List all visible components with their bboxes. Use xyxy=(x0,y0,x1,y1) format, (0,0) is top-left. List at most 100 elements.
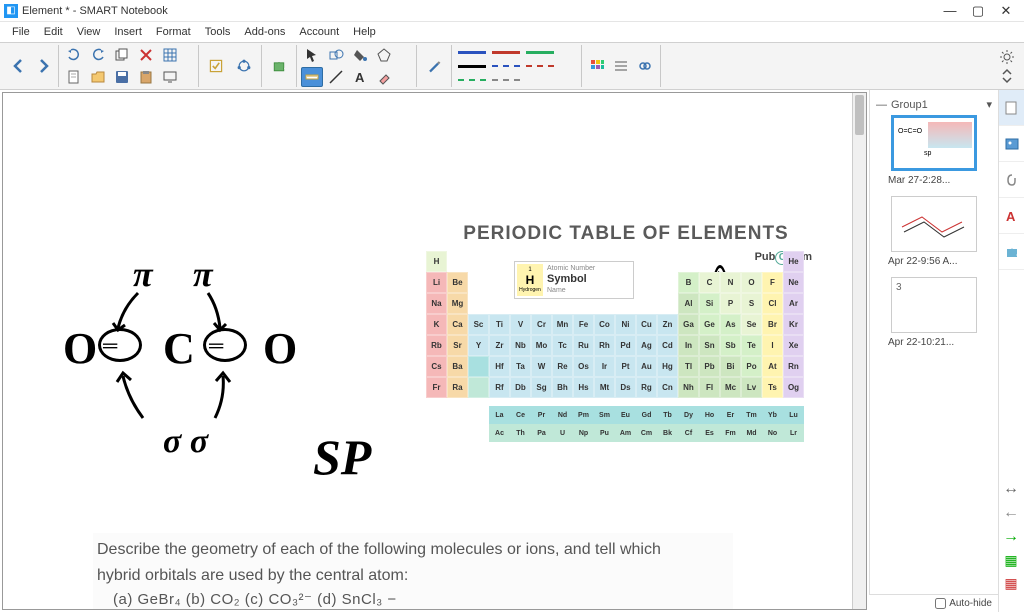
element-Pa: Pa xyxy=(531,424,552,442)
canvas[interactable]: π π O C O ═ ═ σ σ SP PERIODIC TABLE OF E… xyxy=(2,92,867,610)
prev-arrow[interactable]: ← xyxy=(1003,504,1019,522)
group-header[interactable]: —Group1▾ xyxy=(874,94,994,115)
fill-button[interactable] xyxy=(349,45,371,65)
menu-add-ons[interactable]: Add-ons xyxy=(238,24,291,40)
present-group xyxy=(199,45,262,87)
element-Md: Md xyxy=(741,424,762,442)
element-Hf: Hf xyxy=(489,356,510,377)
line-solid-2[interactable] xyxy=(526,47,554,57)
vertical-scrollbar[interactable] xyxy=(852,93,866,609)
element-Tb: Tb xyxy=(657,406,678,424)
pointer-button[interactable] xyxy=(301,45,323,65)
addons-button[interactable] xyxy=(231,53,257,79)
line-dashed-3[interactable] xyxy=(492,75,520,85)
element-Fe: Fe xyxy=(573,314,594,335)
redo-button[interactable] xyxy=(87,45,109,65)
tab-pages[interactable] xyxy=(999,90,1024,126)
shape-button[interactable] xyxy=(325,45,347,65)
element-Cm: Cm xyxy=(636,424,657,442)
group-name: Group1 xyxy=(891,99,928,111)
color-grid-button[interactable] xyxy=(586,55,608,77)
menubar: FileEditViewInsertFormatToolsAdd-onsAcco… xyxy=(0,22,1024,42)
element-Er: Er xyxy=(720,406,741,424)
line-solid-1[interactable] xyxy=(492,47,520,57)
toolbar: A xyxy=(0,42,1024,90)
question-line2: hybrid orbitals are used by the central … xyxy=(97,563,729,589)
line-button[interactable] xyxy=(325,67,347,87)
element-He: He xyxy=(783,251,804,272)
minimize-button[interactable]: — xyxy=(936,1,964,21)
expand-icon[interactable]: ↔ xyxy=(1003,480,1019,498)
tab-attach[interactable] xyxy=(999,162,1024,198)
tab-addons[interactable] xyxy=(999,234,1024,270)
element-S: S xyxy=(741,293,762,314)
line-props-button[interactable] xyxy=(610,55,632,77)
open-button[interactable] xyxy=(87,67,109,87)
menu-view[interactable]: View xyxy=(71,24,107,40)
next-arrow[interactable]: → xyxy=(1003,528,1019,546)
paste-button[interactable] xyxy=(135,67,157,87)
delete-button[interactable] xyxy=(135,45,157,65)
text-button[interactable]: A xyxy=(349,67,371,87)
element-Tc: Tc xyxy=(552,335,573,356)
puzzle-button[interactable] xyxy=(266,53,292,79)
menu-help[interactable]: Help xyxy=(347,24,382,40)
link-button[interactable] xyxy=(634,55,656,77)
menu-file[interactable]: File xyxy=(6,24,36,40)
response-button[interactable] xyxy=(203,53,229,79)
new-page-button[interactable] xyxy=(63,67,85,87)
element-Ac: Ac xyxy=(489,424,510,442)
autohide-bar: Auto-hide xyxy=(869,594,998,612)
element-Bh: Bh xyxy=(552,377,573,398)
menu-insert[interactable]: Insert xyxy=(108,24,148,40)
element-Au: Au xyxy=(636,356,657,377)
chevron-down-icon[interactable]: ▾ xyxy=(986,98,992,111)
thumb-1[interactable]: O=C=Osp Mar 27-2:28... xyxy=(874,115,994,186)
arrow-4 xyxy=(203,368,253,428)
element-Pu: Pu xyxy=(594,424,615,442)
screen-button[interactable] xyxy=(159,67,181,87)
menu-account[interactable]: Account xyxy=(293,24,345,40)
line-dashed-0[interactable] xyxy=(492,61,520,71)
element-Ta: Ta xyxy=(510,356,531,377)
collapse-button[interactable] xyxy=(996,66,1018,85)
line-dashed-2[interactable] xyxy=(458,75,486,85)
element-Be: Be xyxy=(447,272,468,293)
line-dashed-1[interactable] xyxy=(526,61,554,71)
element-Si: Si xyxy=(699,293,720,314)
autohide-checkbox[interactable] xyxy=(935,598,946,609)
element-In: In xyxy=(678,335,699,356)
svg-text:A: A xyxy=(355,70,365,85)
back-button[interactable] xyxy=(8,56,30,76)
question-text: Describe the geometry of each of the fol… xyxy=(93,533,733,610)
thumb-3[interactable]: 3 Apr 22-10:21... xyxy=(874,277,994,348)
element-Mc: Mc xyxy=(720,377,741,398)
line-solid-3[interactable] xyxy=(458,61,486,71)
tab-properties[interactable]: A xyxy=(999,198,1024,234)
legend-box: 1HHydrogen Atomic NumberSymbolName xyxy=(514,261,634,299)
maximize-button[interactable]: ▢ xyxy=(964,1,992,21)
thumb-2[interactable]: Apr 22-9:56 A... xyxy=(874,196,994,267)
delete-page-icon[interactable]: ▦ xyxy=(1004,575,1017,592)
menu-edit[interactable]: Edit xyxy=(38,24,69,40)
menu-format[interactable]: Format xyxy=(150,24,197,40)
add-page-icon[interactable]: ▦ xyxy=(1004,552,1017,569)
element- xyxy=(468,377,489,398)
question-options: (a) GeBr₄ (b) CO₂ (c) CO₃²⁻ (d) SnCl₃ − xyxy=(97,588,729,610)
menu-tools[interactable]: Tools xyxy=(199,24,237,40)
forward-button[interactable] xyxy=(32,56,54,76)
undo-button[interactable] xyxy=(63,45,85,65)
save-button[interactable] xyxy=(111,67,133,87)
gear-button[interactable] xyxy=(996,47,1018,66)
regular-poly-button[interactable] xyxy=(373,45,395,65)
element-O: O xyxy=(741,272,762,293)
element-Rf: Rf xyxy=(489,377,510,398)
table-button[interactable] xyxy=(159,45,181,65)
eraser-button[interactable] xyxy=(373,67,395,87)
measure-button[interactable] xyxy=(301,67,323,87)
pen-button[interactable] xyxy=(421,53,447,79)
close-button[interactable]: ✕ xyxy=(992,1,1020,21)
duplicate-button[interactable] xyxy=(111,45,133,65)
tab-gallery[interactable] xyxy=(999,126,1024,162)
line-solid-0[interactable] xyxy=(458,47,486,57)
